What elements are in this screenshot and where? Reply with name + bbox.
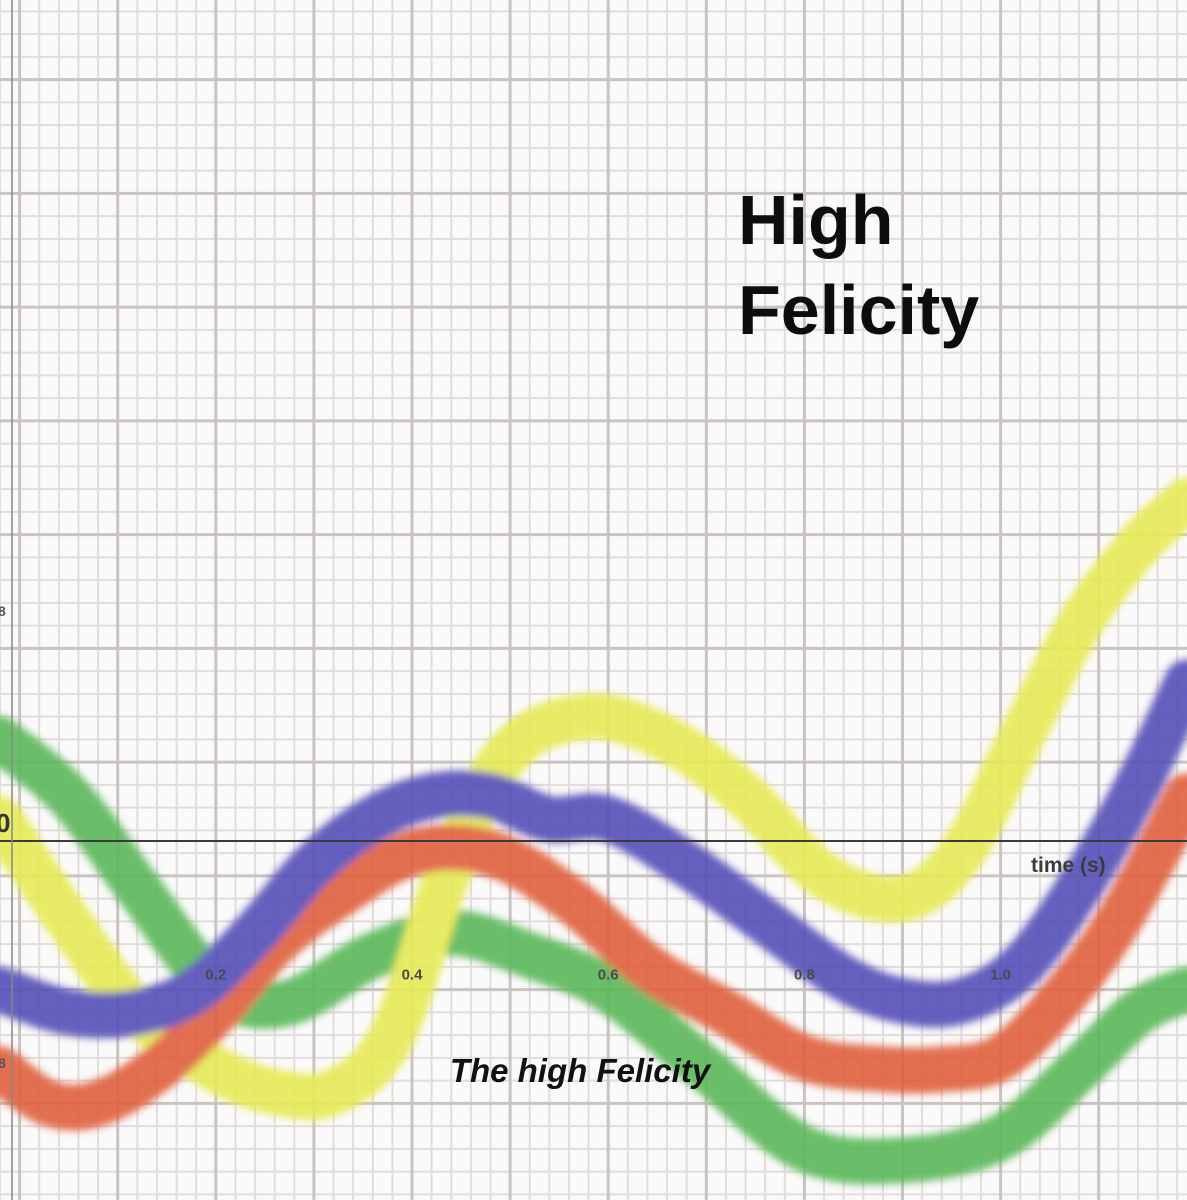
x-tick-labels: 0.2 0.4 0.6 0.8 1.0 — [205, 967, 1011, 984]
curve-blue — [0, 659, 1187, 1039]
title-line-2: Felicity — [738, 271, 979, 349]
x-axis-label: time (s) — [1031, 854, 1106, 877]
curve-red — [0, 773, 1187, 1131]
x-tick-label: 0.2 — [205, 967, 226, 984]
x-tick-label: 0.8 — [794, 967, 815, 984]
x-tick-label: 0.4 — [402, 967, 424, 984]
y-tick-fragment-lower: 8 — [0, 1055, 6, 1071]
curve-yellow — [0, 477, 1187, 1121]
y-tick-fragment-upper: 8 — [0, 603, 6, 619]
y-origin-label: 0 — [0, 808, 10, 838]
subtitle: The high Felicity — [450, 1052, 712, 1089]
title-line-1: High — [738, 181, 894, 259]
curves — [0, 477, 1187, 1185]
x-tick-label: 0.6 — [598, 967, 619, 984]
x-tick-label: 1.0 — [990, 967, 1011, 984]
curve-green — [0, 716, 1187, 1185]
